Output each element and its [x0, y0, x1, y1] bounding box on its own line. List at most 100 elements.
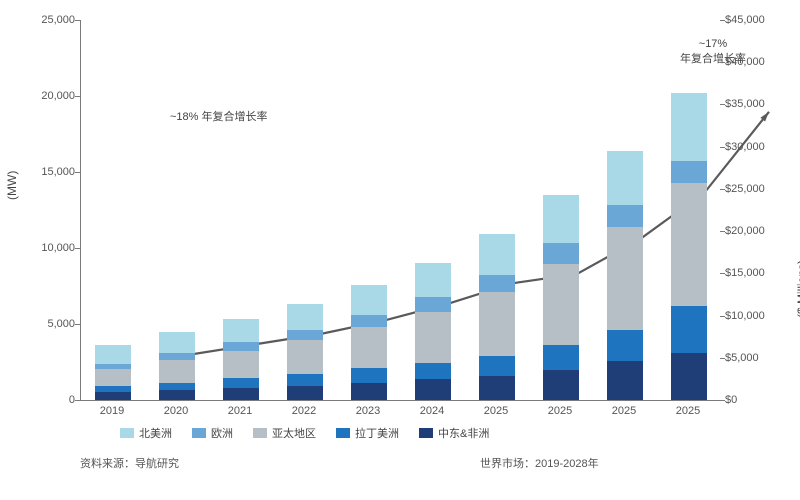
y-left-tick-label: 20,000 — [25, 90, 75, 102]
legend-swatch — [120, 428, 134, 438]
bar-segment-lat — [671, 306, 706, 353]
y-right-tick-mark — [720, 273, 725, 274]
y-left-tick-label: 0 — [25, 394, 75, 406]
bar-group — [351, 285, 386, 400]
plot-area — [80, 20, 721, 401]
bar-segment-eur — [671, 161, 706, 182]
bar-segment-eur — [223, 342, 258, 351]
y-right-tick-mark — [720, 231, 725, 232]
legend-label: 中东&非洲 — [438, 425, 489, 441]
y-right-tick-label: $10,000 — [725, 310, 780, 322]
chart-container: (MW) ($ Millions) ~18% 年复合增长率 ~17% 年复合增长… — [0, 0, 800, 500]
y-right-tick-label: $5,000 — [725, 352, 780, 364]
bar-segment-mea — [159, 390, 194, 400]
y-right-tick-mark — [720, 20, 725, 21]
bar-segment-apac — [159, 360, 194, 383]
bar-segment-lat — [223, 378, 258, 387]
bar-segment-apac — [95, 369, 130, 386]
bar-segment-na — [671, 93, 706, 161]
bar-segment-mea — [479, 376, 514, 400]
y-right-tick-mark — [720, 147, 725, 148]
bar-segment-apac — [351, 327, 386, 368]
bar-segment-mea — [95, 392, 130, 400]
y-right-tick-mark — [720, 62, 725, 63]
y-left-tick-mark — [75, 172, 80, 173]
bar-segment-na — [351, 285, 386, 315]
y-left-tick-mark — [75, 324, 80, 325]
y-right-axis-label: ($ Millions) — [795, 260, 800, 318]
bar-segment-na — [479, 234, 514, 275]
x-category-label: 2025 — [612, 405, 636, 417]
x-category-label: 2025 — [676, 405, 700, 417]
legend: 北美洲 欧洲 亚太地区 拉丁美洲 中东&非洲 — [120, 425, 489, 441]
bar-segment-mea — [671, 353, 706, 400]
bar-group — [543, 195, 578, 400]
legend-item-lat: 拉丁美洲 — [336, 425, 399, 441]
bar-segment-eur — [607, 205, 642, 226]
bar-segment-mea — [543, 370, 578, 400]
bar-segment-mea — [351, 383, 386, 400]
bar-segment-apac — [223, 351, 258, 378]
legend-swatch — [192, 428, 206, 438]
bar-segment-apac — [287, 340, 322, 373]
bar-group — [223, 319, 258, 400]
annotation-left-cagr: ~18% 年复合增长率 — [170, 108, 268, 124]
bar-segment-lat — [159, 383, 194, 391]
bar-group — [671, 93, 706, 400]
x-category-label: 2022 — [292, 405, 316, 417]
x-category-label: 2020 — [164, 405, 188, 417]
bar-group — [95, 345, 130, 400]
bar-segment-apac — [479, 292, 514, 356]
legend-swatch — [336, 428, 350, 438]
x-category-label: 2021 — [228, 405, 252, 417]
bar-segment-lat — [479, 356, 514, 376]
y-right-tick-label: $15,000 — [725, 267, 780, 279]
bar-segment-na — [287, 304, 322, 330]
bar-segment-na — [159, 332, 194, 353]
legend-label: 亚太地区 — [272, 425, 316, 441]
x-category-label: 2024 — [420, 405, 444, 417]
trend-arrowhead — [760, 112, 769, 122]
y-left-tick-mark — [75, 20, 80, 21]
bar-segment-lat — [543, 345, 578, 370]
bar-group — [159, 332, 194, 400]
y-left-tick-mark — [75, 400, 80, 401]
bar-segment-eur — [159, 353, 194, 360]
legend-item-eur: 欧洲 — [192, 425, 233, 441]
legend-swatch — [419, 428, 433, 438]
y-left-tick-label: 10,000 — [25, 242, 75, 254]
bar-segment-lat — [287, 374, 322, 386]
y-right-tick-label: $0 — [725, 394, 780, 406]
legend-item-apac: 亚太地区 — [253, 425, 316, 441]
y-left-tick-mark — [75, 96, 80, 97]
x-category-label: 2023 — [356, 405, 380, 417]
y-left-tick-label: 5,000 — [25, 318, 75, 330]
bar-segment-lat — [351, 368, 386, 382]
bar-segment-apac — [607, 227, 642, 330]
bar-segment-na — [415, 263, 450, 297]
y-right-tick-mark — [720, 400, 725, 401]
x-category-label: 2019 — [100, 405, 124, 417]
y-left-tick-mark — [75, 248, 80, 249]
bar-group — [479, 234, 514, 400]
legend-label: 拉丁美洲 — [355, 425, 399, 441]
bar-group — [287, 304, 322, 400]
y-right-tick-label: $40,000 — [725, 56, 780, 68]
y-right-tick-mark — [720, 104, 725, 105]
legend-label: 欧洲 — [211, 425, 233, 441]
y-right-tick-label: $30,000 — [725, 141, 780, 153]
y-right-tick-mark — [720, 358, 725, 359]
legend-label: 北美洲 — [139, 425, 172, 441]
bar-segment-eur — [479, 275, 514, 292]
y-left-axis-label: (MW) — [5, 171, 19, 200]
bar-group — [415, 263, 450, 400]
bar-segment-mea — [607, 361, 642, 400]
y-left-tick-label: 15,000 — [25, 166, 75, 178]
bar-segment-lat — [607, 330, 642, 361]
x-category-label: 2025 — [484, 405, 508, 417]
y-right-tick-mark — [720, 316, 725, 317]
footer-source: 资料来源：导航研究 — [80, 455, 179, 471]
y-right-tick-label: $25,000 — [725, 183, 780, 195]
y-right-tick-label: $20,000 — [725, 225, 780, 237]
bar-segment-mea — [415, 379, 450, 400]
